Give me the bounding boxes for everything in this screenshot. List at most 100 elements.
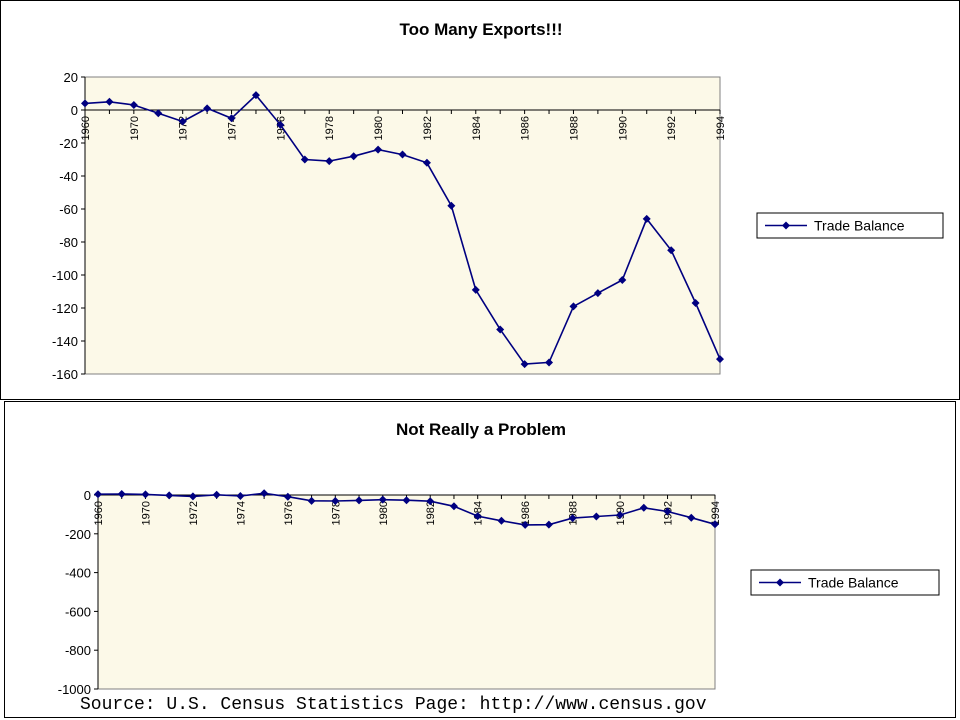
data-point bbox=[141, 490, 150, 499]
x-tick-label: 1986 bbox=[520, 116, 532, 140]
data-point bbox=[497, 516, 506, 525]
data-point bbox=[212, 490, 221, 499]
legend-marker bbox=[776, 578, 784, 587]
x-tick-label: 1980 bbox=[378, 501, 390, 525]
data-point bbox=[618, 275, 627, 284]
y-tick-label: -40 bbox=[59, 169, 78, 184]
data-point bbox=[716, 355, 724, 364]
legend-label: Trade Balance bbox=[808, 575, 899, 591]
x-tick-label: 1974 bbox=[227, 116, 239, 140]
data-point bbox=[398, 150, 407, 159]
data-point bbox=[687, 513, 696, 522]
y-tick-label: -800 bbox=[65, 643, 91, 658]
y-tick-label: -600 bbox=[65, 604, 91, 619]
y-tick-label: -160 bbox=[52, 367, 78, 382]
data-point bbox=[300, 155, 309, 164]
chart-title: Not Really a Problem bbox=[396, 420, 566, 439]
source-caption: Source: U.S. Census Statistics Page: htt… bbox=[80, 695, 707, 715]
data-point bbox=[402, 496, 411, 505]
x-tick-label: 1978 bbox=[324, 116, 336, 140]
data-point bbox=[667, 246, 676, 255]
legend-label: Trade Balance bbox=[814, 218, 905, 234]
y-tick-label: 0 bbox=[71, 103, 78, 118]
chart-top: Too Many Exports!!! 20 0 -20 -40 -60 -80 -100 -1… bbox=[52, 20, 944, 382]
data-point bbox=[105, 97, 114, 106]
data-point bbox=[165, 491, 174, 500]
x-tick-label: 1970 bbox=[129, 116, 141, 140]
x-tick-label: 1984 bbox=[471, 116, 483, 140]
x-tick-label: 1988 bbox=[568, 501, 580, 525]
data-point bbox=[331, 497, 340, 506]
data-point bbox=[355, 496, 364, 505]
data-point bbox=[691, 299, 700, 308]
data-point bbox=[593, 289, 602, 298]
data-point bbox=[236, 491, 245, 500]
y-tick-label: -120 bbox=[52, 301, 78, 316]
y-tick-label: -1000 bbox=[58, 682, 91, 697]
x-tick-label: 1976 bbox=[283, 501, 295, 525]
data-point bbox=[374, 145, 383, 154]
x-tick-label: 1974 bbox=[235, 501, 247, 525]
x-tick-label: 1992 bbox=[666, 116, 678, 140]
data-point bbox=[663, 507, 672, 516]
x-tick-label: 1982 bbox=[425, 501, 437, 525]
data-point bbox=[496, 325, 505, 334]
data-point bbox=[711, 520, 719, 529]
data-point bbox=[276, 120, 285, 129]
x-tick-label: 1982 bbox=[422, 116, 434, 140]
chart-title: Too Many Exports!!! bbox=[399, 20, 562, 39]
data-point bbox=[283, 492, 292, 501]
data-point bbox=[307, 496, 316, 505]
data-point bbox=[154, 109, 163, 118]
data-point bbox=[188, 492, 197, 501]
data-point bbox=[178, 117, 187, 126]
y-tick-label: -100 bbox=[52, 268, 78, 283]
data-point bbox=[349, 152, 358, 161]
y-tick-label: 0 bbox=[84, 488, 91, 503]
x-tick-label: 1986 bbox=[520, 501, 532, 525]
x-tick-label: 1994 bbox=[710, 501, 722, 525]
data-point bbox=[117, 490, 126, 499]
data-point bbox=[81, 99, 89, 108]
x-tick-label: 1994 bbox=[715, 116, 727, 140]
data-point bbox=[227, 114, 236, 123]
data-point bbox=[94, 490, 102, 499]
data-point bbox=[471, 285, 480, 294]
data-point bbox=[639, 503, 648, 512]
x-tick-label: 1990 bbox=[617, 116, 629, 140]
data-point bbox=[473, 512, 482, 521]
data-point bbox=[592, 512, 601, 521]
x-tick-label: 1960 bbox=[93, 501, 105, 525]
data-point bbox=[378, 495, 387, 504]
x-tick-label: 1970 bbox=[140, 501, 152, 525]
y-tick-label: -20 bbox=[59, 136, 78, 151]
data-point bbox=[520, 360, 529, 369]
data-point bbox=[568, 514, 577, 523]
y-tick-label: 20 bbox=[64, 70, 78, 85]
data-point bbox=[544, 520, 553, 529]
data-point bbox=[545, 358, 554, 367]
x-tick-label: 1960 bbox=[80, 116, 92, 140]
chart-panel-top: Too Many Exports!!! 20 0 -20 -40 -60 -80 -100 -1… bbox=[0, 0, 960, 400]
data-point bbox=[422, 158, 431, 167]
data-point bbox=[426, 497, 435, 506]
plot-area bbox=[84, 76, 721, 375]
y-tick-label: -140 bbox=[52, 334, 78, 349]
data-point bbox=[447, 201, 456, 210]
data-point bbox=[203, 104, 212, 113]
data-point bbox=[449, 502, 458, 511]
data-point bbox=[521, 520, 530, 529]
y-tick-label: -80 bbox=[59, 235, 78, 250]
chart-panel-bottom: Not Really a Problem 0 -200 -400 -600 -800 -10… bbox=[4, 401, 956, 718]
x-tick-label: 1978 bbox=[330, 501, 342, 525]
data-point bbox=[251, 91, 260, 100]
data-point bbox=[616, 510, 625, 519]
data-point bbox=[325, 157, 334, 166]
legend-marker bbox=[782, 221, 790, 230]
y-tick-label: -60 bbox=[59, 202, 78, 217]
x-tick-label: 1988 bbox=[568, 116, 580, 140]
data-point bbox=[642, 214, 651, 223]
x-tick-label: 1980 bbox=[373, 116, 385, 140]
data-point bbox=[260, 489, 269, 498]
data-point bbox=[129, 101, 138, 110]
